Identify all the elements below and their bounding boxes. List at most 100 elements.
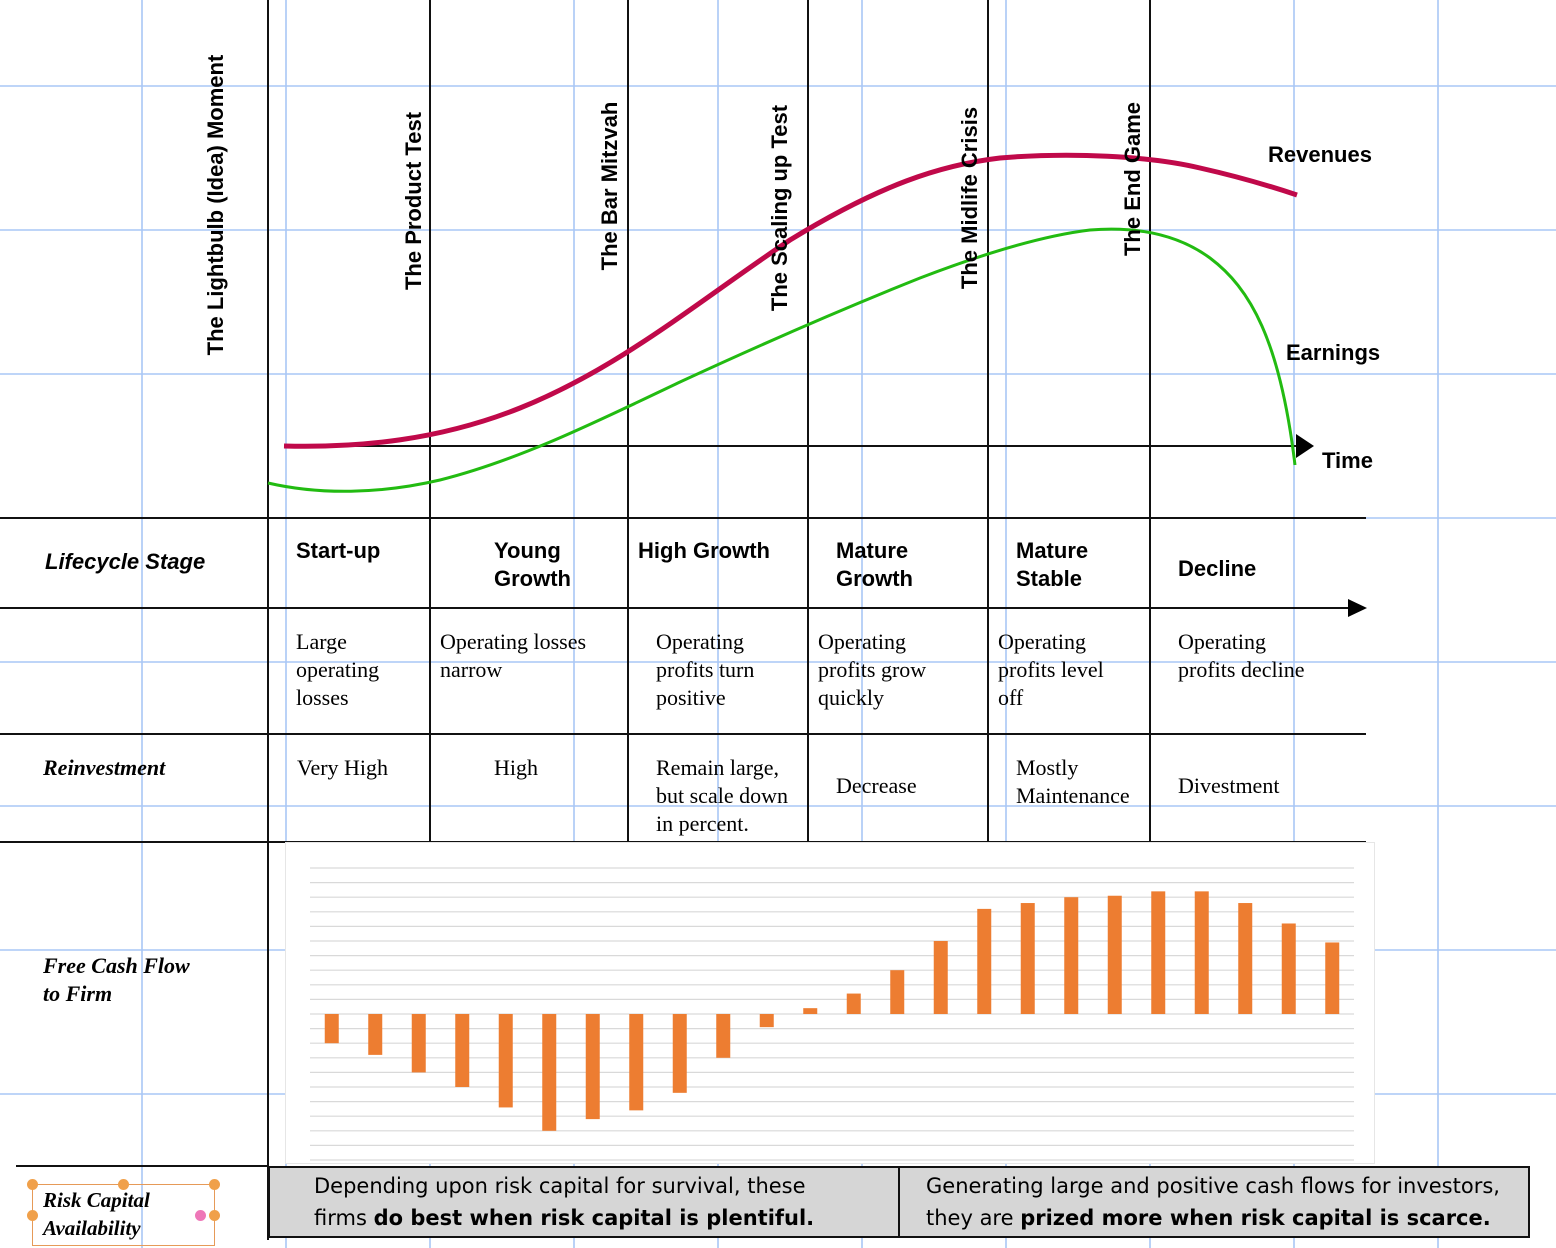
risk-capital-box-right: Generating large and positive cash flows…	[898, 1166, 1530, 1238]
fcf-bar	[629, 1014, 644, 1111]
lifecycle-stage-label: Lifecycle Stage	[45, 549, 206, 574]
desc-line: profits level	[998, 657, 1104, 682]
desc-mature-stable: Operating profits level off	[998, 628, 1104, 712]
fcf-bar	[585, 1014, 600, 1120]
fcf-bar	[368, 1014, 383, 1055]
reinvest-line: Maintenance	[1016, 783, 1130, 808]
desc-line: Large	[296, 629, 347, 654]
risk-right-plain: they are	[926, 1206, 1021, 1230]
risk-right-line1: Generating large and positive cash flows…	[926, 1174, 1500, 1198]
risk-right-line2: they are prized more when risk capital i…	[926, 1202, 1528, 1234]
risk-left-plain: firms	[314, 1206, 374, 1230]
stage-name-line: Mature	[836, 538, 909, 563]
fcf-bar	[672, 1014, 687, 1093]
time-axis-arrow-icon	[1296, 434, 1314, 458]
reinvest-line: Decrease	[836, 773, 917, 798]
fcf-label-line1: Free Cash Flow	[43, 953, 190, 978]
desc-line: operating	[296, 657, 380, 682]
reinvest-line: but scale down	[656, 783, 788, 808]
fcf-bar	[542, 1014, 557, 1131]
resize-handle-icon[interactable]	[118, 1179, 129, 1190]
earnings-curve	[267, 227, 1297, 493]
fcf-chart-panel	[286, 843, 1374, 1163]
fcf-bar	[1194, 891, 1209, 1014]
fcf-bar	[716, 1014, 731, 1058]
desc-line: profits decline	[1178, 657, 1305, 682]
reinvest-young-growth: High	[494, 754, 538, 782]
stage-name-mature-stable: Mature Stable	[1016, 537, 1088, 593]
fcf-bar	[324, 1014, 339, 1044]
fcf-bar	[498, 1014, 513, 1108]
risk-capital-label[interactable]: Risk Capital Availability	[43, 1186, 150, 1242]
risk-label-line1: Risk Capital	[43, 1188, 150, 1212]
desc-line: Operating	[1178, 629, 1266, 654]
stage-name-young-growth: Young Growth	[494, 537, 571, 593]
risk-label-line2: Availability	[43, 1216, 141, 1240]
reinvest-mature-growth: Decrease	[836, 772, 917, 800]
reinvest-line: in percent.	[656, 811, 749, 836]
rotate-handle-icon[interactable]	[195, 1210, 206, 1221]
reinvest-mature-stable: Mostly Maintenance	[1016, 754, 1130, 810]
desc-line: profits turn	[656, 657, 755, 682]
fcf-bar	[759, 1014, 774, 1028]
desc-line: narrow	[440, 657, 503, 682]
fcf-bar	[1238, 903, 1253, 1014]
stage-name-line: Decline	[1178, 556, 1257, 581]
stage-name-mature-growth: Mature Growth	[836, 537, 913, 593]
desc-line: Operating	[998, 629, 1086, 654]
fcf-bar	[933, 941, 948, 1014]
reinvest-line: Very High	[297, 755, 389, 780]
desc-line: positive	[656, 685, 726, 710]
stage-name-decline: Decline	[1178, 555, 1256, 583]
desc-line: profits grow	[818, 657, 927, 682]
desc-decline: Operating profits decline	[1178, 628, 1304, 684]
resize-handle-icon[interactable]	[27, 1210, 38, 1221]
risk-right-bold: prized more when risk capital is scarce.	[1020, 1206, 1491, 1230]
reinvest-high-growth: Remain large, but scale down in percent.	[656, 754, 788, 838]
desc-line: Operating losses	[440, 629, 587, 654]
resize-handle-icon[interactable]	[209, 1210, 220, 1221]
revenues-curve	[283, 152, 1298, 449]
stage-name-line: High Growth	[638, 538, 770, 563]
fcf-bar	[1107, 895, 1122, 1014]
stage-name-line: Growth	[836, 566, 913, 591]
desc-line: Operating	[818, 629, 906, 654]
risk-left-line1: Depending upon risk capital for survival…	[314, 1174, 806, 1198]
fcf-bar	[803, 1008, 818, 1014]
fcf-bar	[1064, 897, 1079, 1014]
reinvest-decline: Divestment	[1178, 772, 1279, 800]
risk-left-bold: do best when risk capital is plentiful.	[373, 1206, 815, 1230]
desc-line: quickly	[818, 685, 884, 710]
reinvest-line: High	[494, 755, 538, 780]
desc-line: off	[998, 685, 1024, 710]
risk-capital-box-left: Depending upon risk capital for survival…	[268, 1166, 900, 1238]
reinvest-startup: Very High	[297, 754, 388, 782]
stage-name-line: Mature	[1016, 538, 1089, 563]
fcf-bar	[977, 908, 992, 1014]
desc-line: losses	[296, 685, 349, 710]
desc-young-growth: Operating losses narrow	[440, 628, 586, 684]
fcf-label-line2: to Firm	[43, 981, 113, 1006]
stage-axis-arrow-icon	[1348, 599, 1367, 617]
resize-handle-icon[interactable]	[27, 1179, 38, 1190]
stage-dividers	[267, 0, 1151, 1240]
fcf-bar	[411, 1014, 426, 1073]
stage-name-line: Stable	[1016, 566, 1083, 591]
stage-name-line: Young	[494, 538, 561, 563]
desc-high-growth: Operating profits turn positive	[656, 628, 754, 712]
fcf-bar	[1020, 903, 1035, 1014]
time-label: Time	[1322, 448, 1373, 473]
fcf-bar	[1281, 923, 1296, 1014]
resize-handle-icon[interactable]	[209, 1179, 220, 1190]
fcf-bar	[1325, 942, 1340, 1014]
fcf-bar	[846, 993, 861, 1014]
fcf-bar	[890, 970, 905, 1014]
stage-name-startup: Start-up	[296, 537, 380, 565]
reinvest-line: Mostly	[1016, 755, 1079, 780]
risk-left-line2: firms do best when risk capital is plent…	[314, 1202, 898, 1234]
risk-capital-selection-box	[27, 1179, 220, 1246]
desc-startup: Large operating losses	[296, 628, 379, 712]
reinvest-line: Remain large,	[656, 755, 779, 780]
desc-mature-growth: Operating profits grow quickly	[818, 628, 926, 712]
